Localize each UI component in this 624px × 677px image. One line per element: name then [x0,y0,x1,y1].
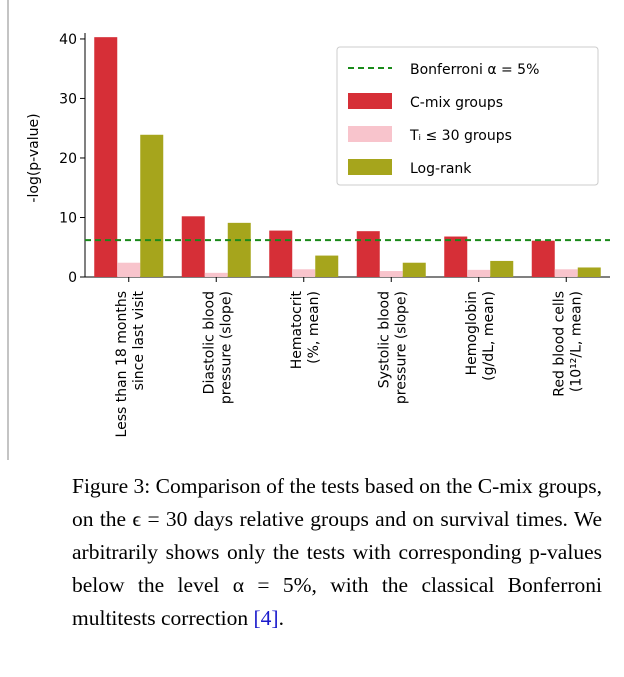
bar [531,240,555,277]
x-tick-label: (g/dL, mean) [481,291,497,381]
legend-label: Bonferroni α = 5% [410,62,539,78]
bar [94,37,118,277]
legend-label: Log-rank [410,161,472,177]
x-tick-label: Less than 18 months [114,291,130,437]
bar [490,260,514,277]
y-tick-label: 40 [59,32,77,48]
bar [467,269,491,277]
bar [379,271,403,277]
x-tick-label: pressure (slope) [218,291,234,404]
y-tick-label: 20 [59,151,77,167]
x-tick-label: (10¹²/L, mean) [568,291,584,392]
bar [444,236,468,277]
x-tick-label: Systolic blood [376,291,392,388]
legend-swatch [348,159,392,175]
bar [315,255,339,277]
bar [117,262,141,277]
x-tick-label: since last visit [131,290,147,390]
bar [402,262,426,277]
caption-end: . [278,606,284,630]
bar [356,231,380,277]
caption: Figure 3: Comparison of the tests based … [72,470,602,635]
legend-box [336,46,599,186]
x-tick-label: (%, mean) [306,291,322,364]
y-tick-label: 30 [59,91,77,107]
bar [204,272,228,277]
caption-text: Figure 3: Comparison of the tests based … [72,474,602,630]
x-tick-label: Hematocrit [289,290,305,369]
legend-swatch [348,93,392,109]
x-tick-label: Diastolic blood [201,291,217,394]
legend-swatch [348,126,392,142]
x-tick-label: Red blood cells [551,291,567,397]
bar [577,267,601,277]
legend-label: Tᵢ ≤ 30 groups [409,128,512,144]
y-tick-label: 10 [59,210,77,226]
bar [227,222,251,277]
caption-ref[interactable]: [4] [253,606,279,630]
bar [269,230,293,277]
bar [181,216,205,277]
bar [140,134,164,277]
legend-label: C-mix groups [410,95,503,111]
bar [292,269,316,277]
y-axis-label: -log(p-value) [26,113,42,202]
bar [554,269,578,277]
x-tick-label: Hemoglobin [464,291,480,375]
y-tick-label: 0 [68,270,77,286]
chart: -log(p-value) 0 10 20 30 40 Less than 18 mont… [7,0,610,460]
x-tick-label: pressure (slope) [393,291,409,404]
